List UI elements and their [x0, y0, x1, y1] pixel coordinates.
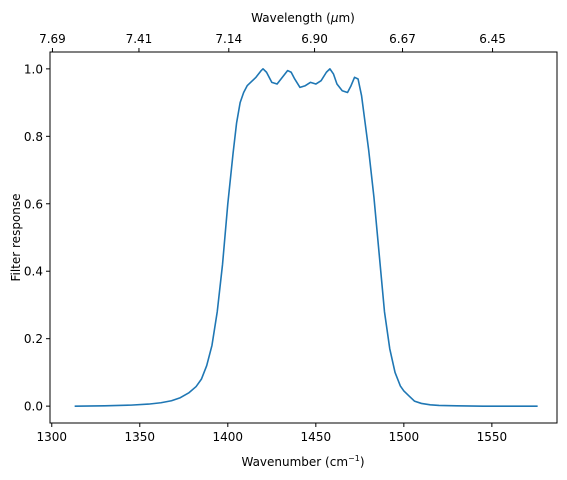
x-tick-label: 1400 [213, 430, 244, 444]
top-axis-label: Wavelength (μm) [251, 11, 355, 25]
top-tick-label: 7.41 [126, 32, 153, 46]
x-tick-label: 1500 [389, 430, 420, 444]
plot-frame [49, 51, 558, 424]
plot-area [49, 51, 558, 424]
top-axis-ticks: 7.69 7.41 7.14 6.90 6.67 6.45 [39, 32, 506, 52]
filter-response-line [74, 68, 538, 407]
top-tick-label: 6.67 [389, 32, 416, 46]
y-tick-label: 0.6 [24, 197, 43, 211]
y-axis-ticks: 0.0 0.2 0.4 0.6 0.8 1.0 [24, 62, 50, 414]
y-tick-label: 0.0 [24, 400, 43, 414]
y-tick-label: 0.2 [24, 332, 43, 346]
x-tick-label: 1450 [301, 430, 332, 444]
x-axis-label: Wavenumber (cm−1) [241, 454, 364, 469]
top-tick-label: 7.69 [39, 32, 66, 46]
top-tick-label: 7.14 [215, 32, 242, 46]
y-tick-label: 0.8 [24, 130, 43, 144]
y-axis-label: Filter response [9, 193, 23, 281]
y-tick-label: 0.4 [24, 265, 43, 279]
y-tick-label: 1.0 [24, 62, 43, 76]
top-tick-label: 6.90 [301, 32, 328, 46]
x-tick-label: 1300 [36, 430, 67, 444]
x-axis-ticks: 1300 1350 1400 1450 1500 1550 [36, 423, 507, 444]
x-tick-label: 1550 [477, 430, 508, 444]
top-tick-label: 6.45 [479, 32, 506, 46]
x-tick-label: 1350 [125, 430, 156, 444]
